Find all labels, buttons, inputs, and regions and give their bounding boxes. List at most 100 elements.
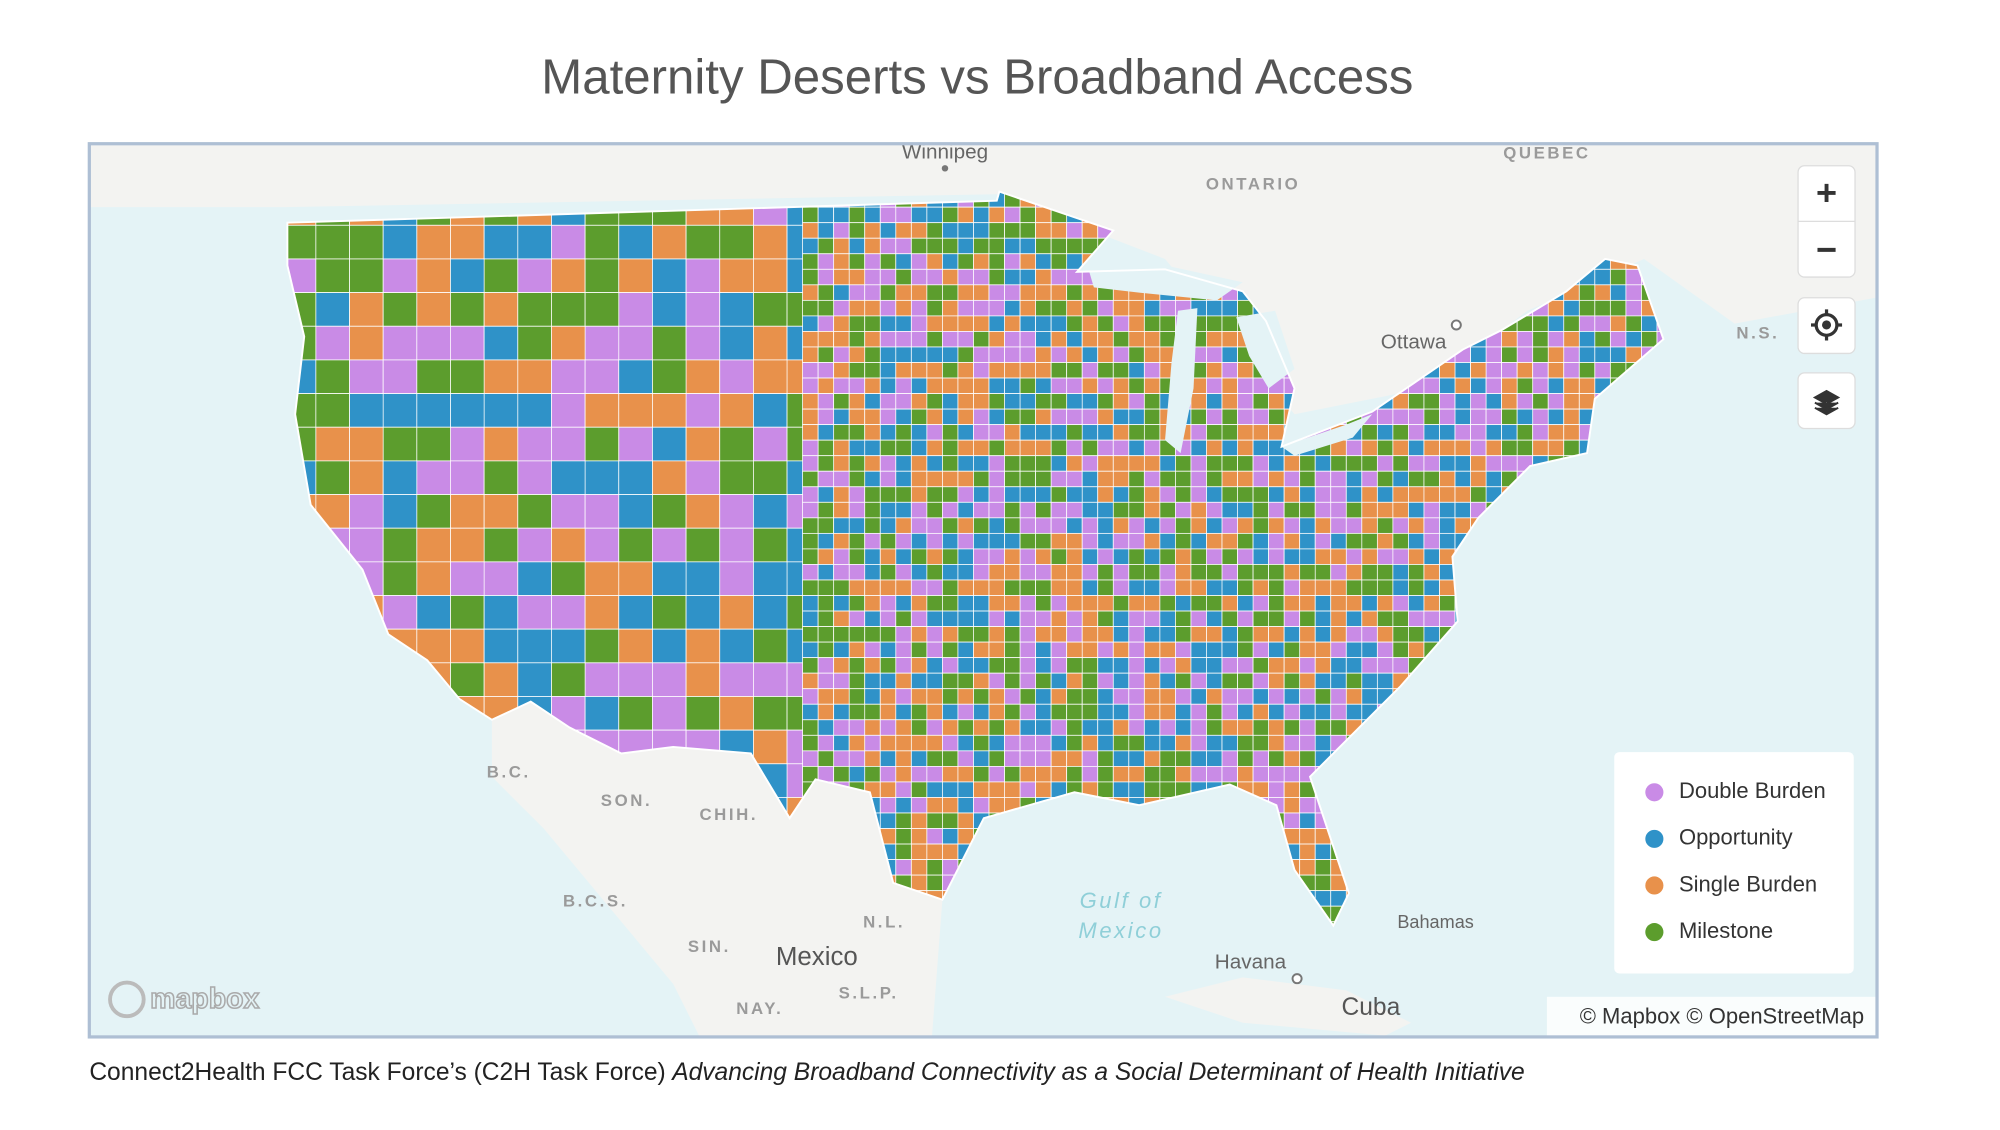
county	[1019, 703, 1036, 721]
county	[1625, 299, 1642, 317]
county	[1376, 641, 1394, 659]
county	[895, 346, 912, 363]
county	[926, 719, 943, 736]
county	[652, 595, 687, 630]
county	[1423, 439, 1440, 457]
county	[926, 315, 943, 332]
county	[1175, 719, 1192, 736]
county	[910, 828, 928, 845]
county	[926, 797, 943, 814]
county	[973, 331, 990, 348]
county	[1175, 750, 1192, 767]
county	[1423, 517, 1440, 534]
county	[802, 517, 819, 534]
county	[1237, 501, 1254, 519]
county	[753, 292, 788, 327]
place-label: CHIH.	[699, 805, 758, 824]
zoom-in-button[interactable]	[1798, 166, 1855, 222]
county	[1159, 672, 1176, 690]
county	[973, 610, 990, 627]
county	[1206, 362, 1223, 379]
county	[817, 548, 835, 565]
county	[1532, 377, 1549, 394]
county	[1081, 532, 1099, 550]
county	[973, 797, 990, 814]
county	[1112, 610, 1130, 627]
county	[957, 377, 974, 394]
county	[817, 703, 835, 721]
county	[926, 734, 943, 752]
county	[719, 460, 754, 495]
county	[1547, 439, 1565, 457]
county	[1237, 377, 1254, 394]
county	[1268, 750, 1285, 767]
county	[1143, 564, 1161, 581]
county	[1252, 626, 1269, 643]
county	[1625, 331, 1642, 348]
county	[833, 408, 850, 426]
county	[1221, 455, 1238, 472]
county	[864, 377, 881, 394]
county	[416, 359, 451, 394]
county	[988, 610, 1005, 627]
county	[584, 393, 620, 428]
county	[1454, 377, 1471, 394]
county	[879, 424, 897, 441]
county	[1190, 579, 1207, 596]
county	[1283, 626, 1301, 643]
county	[1175, 595, 1192, 612]
attribution[interactable]: © Mapbox © OpenStreetMap	[1580, 1003, 1864, 1028]
county	[685, 527, 721, 563]
lake	[1236, 310, 1295, 389]
county	[957, 331, 974, 348]
county	[1609, 315, 1627, 332]
county	[957, 781, 974, 798]
county	[1050, 719, 1068, 736]
county	[864, 284, 881, 301]
county	[817, 237, 835, 255]
county	[973, 781, 990, 798]
attribution-bg	[1546, 996, 1876, 1036]
county	[1128, 393, 1145, 410]
county	[988, 657, 1005, 674]
county	[1190, 765, 1207, 783]
county	[817, 331, 835, 348]
county	[1019, 765, 1036, 783]
county	[1004, 564, 1021, 581]
county	[988, 424, 1005, 441]
county	[1159, 486, 1176, 503]
county	[1299, 657, 1316, 674]
county	[685, 393, 721, 428]
county	[1143, 672, 1161, 690]
county	[1004, 377, 1021, 394]
county	[1206, 734, 1223, 752]
county	[1361, 641, 1378, 659]
county	[1035, 408, 1052, 426]
county	[1268, 501, 1285, 519]
county	[584, 662, 620, 697]
county	[1221, 579, 1238, 596]
county	[1470, 439, 1487, 457]
county	[1283, 517, 1301, 534]
locate-button[interactable]	[1797, 297, 1856, 355]
county	[517, 595, 552, 630]
county	[1159, 548, 1176, 565]
zoom-out-button[interactable]	[1798, 221, 1855, 277]
county	[1050, 222, 1068, 239]
county	[1578, 362, 1596, 379]
county	[1345, 517, 1363, 534]
county	[864, 719, 881, 736]
county	[1314, 657, 1332, 674]
county	[719, 628, 754, 664]
county	[1112, 703, 1130, 721]
county	[879, 362, 897, 379]
county	[1314, 470, 1332, 488]
county	[1578, 299, 1596, 317]
county	[926, 362, 943, 379]
county	[450, 426, 485, 462]
county	[1299, 626, 1316, 643]
layers-button[interactable]	[1797, 372, 1856, 430]
county	[817, 206, 835, 224]
county	[483, 628, 519, 664]
county	[973, 595, 990, 612]
